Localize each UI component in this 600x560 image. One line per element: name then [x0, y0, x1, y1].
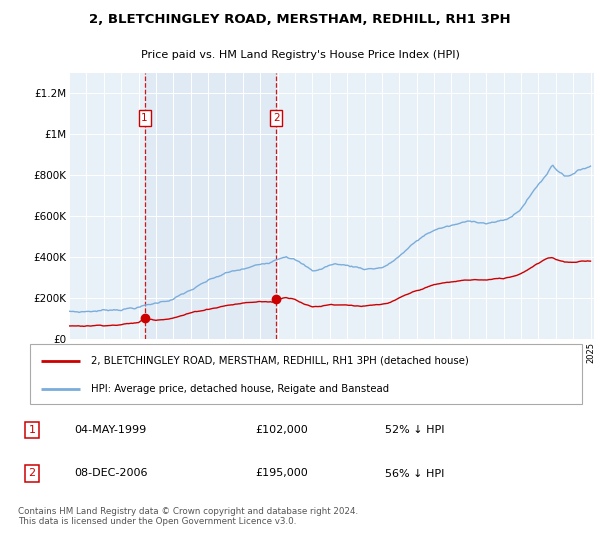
- FancyBboxPatch shape: [30, 344, 582, 404]
- Text: 1: 1: [142, 113, 148, 123]
- Text: £102,000: £102,000: [255, 426, 308, 435]
- Text: 52% ↓ HPI: 52% ↓ HPI: [385, 426, 444, 435]
- Text: 56% ↓ HPI: 56% ↓ HPI: [385, 469, 444, 478]
- Text: 08-DEC-2006: 08-DEC-2006: [74, 469, 148, 478]
- Text: 1: 1: [29, 426, 35, 435]
- Text: £195,000: £195,000: [255, 469, 308, 478]
- Text: 04-MAY-1999: 04-MAY-1999: [74, 426, 146, 435]
- Text: 2, BLETCHINGLEY ROAD, MERSTHAM, REDHILL, RH1 3PH (detached house): 2, BLETCHINGLEY ROAD, MERSTHAM, REDHILL,…: [91, 356, 469, 366]
- Bar: [145, 73, 276, 339]
- Text: Contains HM Land Registry data © Crown copyright and database right 2024.
This d: Contains HM Land Registry data © Crown c…: [18, 507, 358, 526]
- Text: HPI: Average price, detached house, Reigate and Banstead: HPI: Average price, detached house, Reig…: [91, 384, 389, 394]
- Text: 2: 2: [29, 469, 35, 478]
- Text: 2, BLETCHINGLEY ROAD, MERSTHAM, REDHILL, RH1 3PH: 2, BLETCHINGLEY ROAD, MERSTHAM, REDHILL,…: [89, 13, 511, 26]
- Text: 2: 2: [273, 113, 280, 123]
- Text: Price paid vs. HM Land Registry's House Price Index (HPI): Price paid vs. HM Land Registry's House …: [140, 50, 460, 59]
